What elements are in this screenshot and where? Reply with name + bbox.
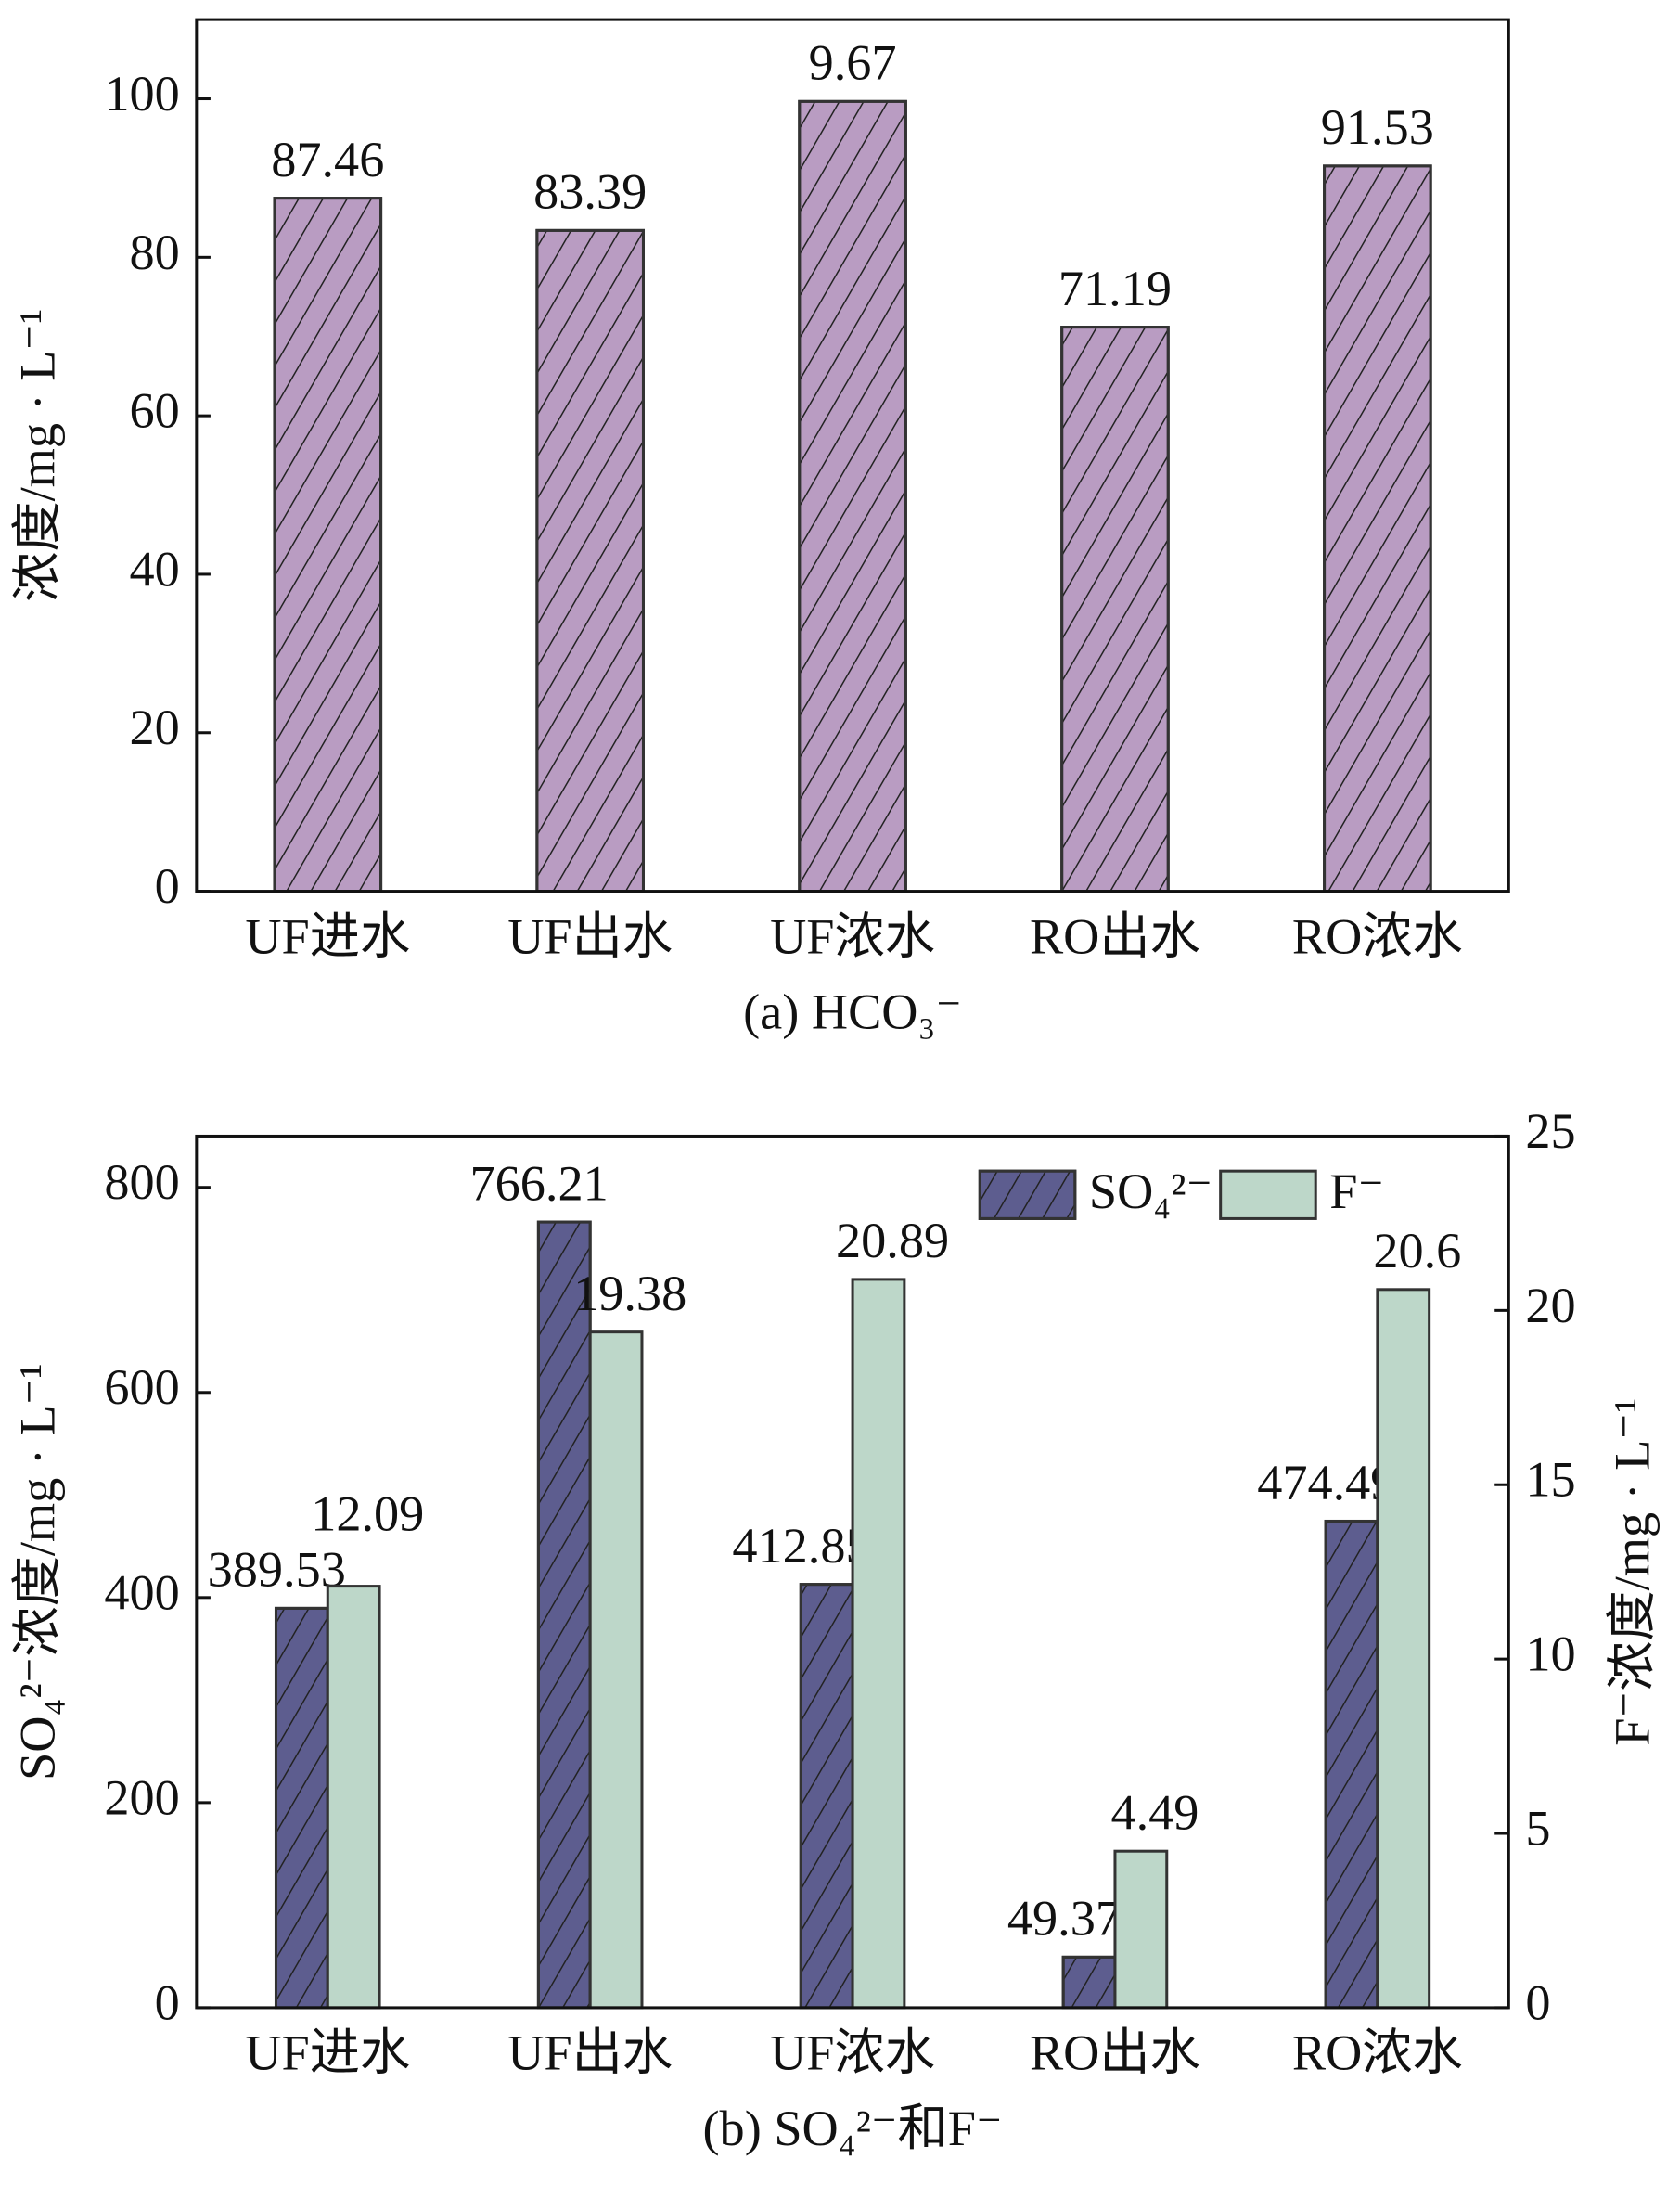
y-tick-label: 100	[104, 66, 179, 122]
bar	[326, 1585, 381, 2010]
bar-hatch	[1324, 1519, 1379, 2010]
y2-tick-label: 15	[1525, 1452, 1575, 1508]
y-tick-label: 20	[129, 700, 179, 755]
chart-title: (a) HCO₃⁻	[743, 984, 962, 1040]
data-label: 20.6	[1373, 1223, 1461, 1279]
data-label: 12.09	[311, 1485, 424, 1541]
legend-label: SO₄²⁻	[1089, 1163, 1212, 1219]
x-tick-label: RO出水	[1030, 908, 1200, 964]
x-tick-label: RO出水	[1030, 2025, 1200, 2081]
x-tick-label: UF浓水	[770, 908, 935, 964]
legend-swatch	[1219, 1169, 1317, 1220]
plot-frame	[195, 1134, 1510, 2010]
data-label: 20.89	[836, 1213, 949, 1268]
x-tick-label: UF浓水	[770, 2025, 935, 2081]
y-axis-label: 浓度/mg · L⁻¹	[9, 309, 65, 602]
x-tick-label: UF出水	[507, 2025, 673, 2081]
data-label: 412.85	[732, 1518, 870, 1574]
bar-hatch	[799, 1583, 854, 2010]
y2-tick-label: 25	[1525, 1103, 1575, 1159]
y-tick-label: 0	[155, 1974, 180, 2030]
bar-hatch	[274, 1606, 329, 2010]
data-label: 474.49	[1257, 1455, 1395, 1510]
y2-axis-label: F⁻浓度/mg · L⁻¹	[1604, 1398, 1660, 1746]
data-label: 19.38	[573, 1266, 686, 1321]
data-label: 4.49	[1110, 1784, 1199, 1840]
data-label: 9.67	[809, 35, 897, 91]
y-tick-label: 80	[129, 225, 179, 280]
data-label: 71.19	[1058, 261, 1172, 316]
bar-hatch	[1061, 1955, 1117, 2010]
y-tick-label: 0	[155, 858, 180, 914]
bar	[1113, 1849, 1169, 2010]
bar	[1376, 1288, 1431, 2010]
y-tick-label: 600	[104, 1359, 179, 1415]
bar-hatch	[1060, 326, 1170, 893]
data-label: 389.53	[208, 1542, 346, 1598]
data-label: 49.37	[1007, 1891, 1121, 1947]
plot-frame	[195, 18, 1510, 893]
y2-tick-label: 10	[1525, 1626, 1575, 1682]
bar-hatch	[1323, 164, 1432, 893]
x-tick-label: UF进水	[245, 2025, 410, 2081]
y2-tick-label: 0	[1525, 1974, 1550, 2030]
bar-hatch	[273, 197, 383, 893]
x-tick-label: RO浓水	[1292, 908, 1463, 964]
data-label: 766.21	[470, 1155, 609, 1211]
y-axis-label: SO₄²⁻浓度/mg · L⁻¹	[9, 1363, 65, 1780]
data-label: 87.46	[271, 132, 384, 187]
y-tick-label: 60	[129, 383, 179, 439]
legend-hatch	[978, 1169, 1077, 1220]
x-tick-label: UF进水	[245, 908, 410, 964]
y-tick-label: 200	[104, 1769, 179, 1825]
chart-title: (b) SO₄²⁻和F⁻	[703, 2101, 1003, 2156]
bar-hatch	[536, 1220, 592, 2010]
data-label: 83.39	[533, 164, 647, 220]
bar-hatch	[798, 99, 907, 893]
bar-hatch	[535, 228, 645, 893]
legend-label: F⁻	[1329, 1163, 1384, 1219]
bar	[588, 1330, 644, 2010]
bar	[851, 1278, 906, 2010]
y-tick-label: 40	[129, 541, 179, 597]
x-tick-label: RO浓水	[1292, 2025, 1463, 2081]
y-tick-label: 400	[104, 1564, 179, 1620]
data-label: 91.53	[1321, 99, 1434, 155]
y2-tick-label: 20	[1525, 1278, 1575, 1333]
y-tick-label: 800	[104, 1154, 179, 1210]
x-tick-label: UF出水	[507, 908, 673, 964]
y2-tick-label: 5	[1525, 1800, 1550, 1856]
